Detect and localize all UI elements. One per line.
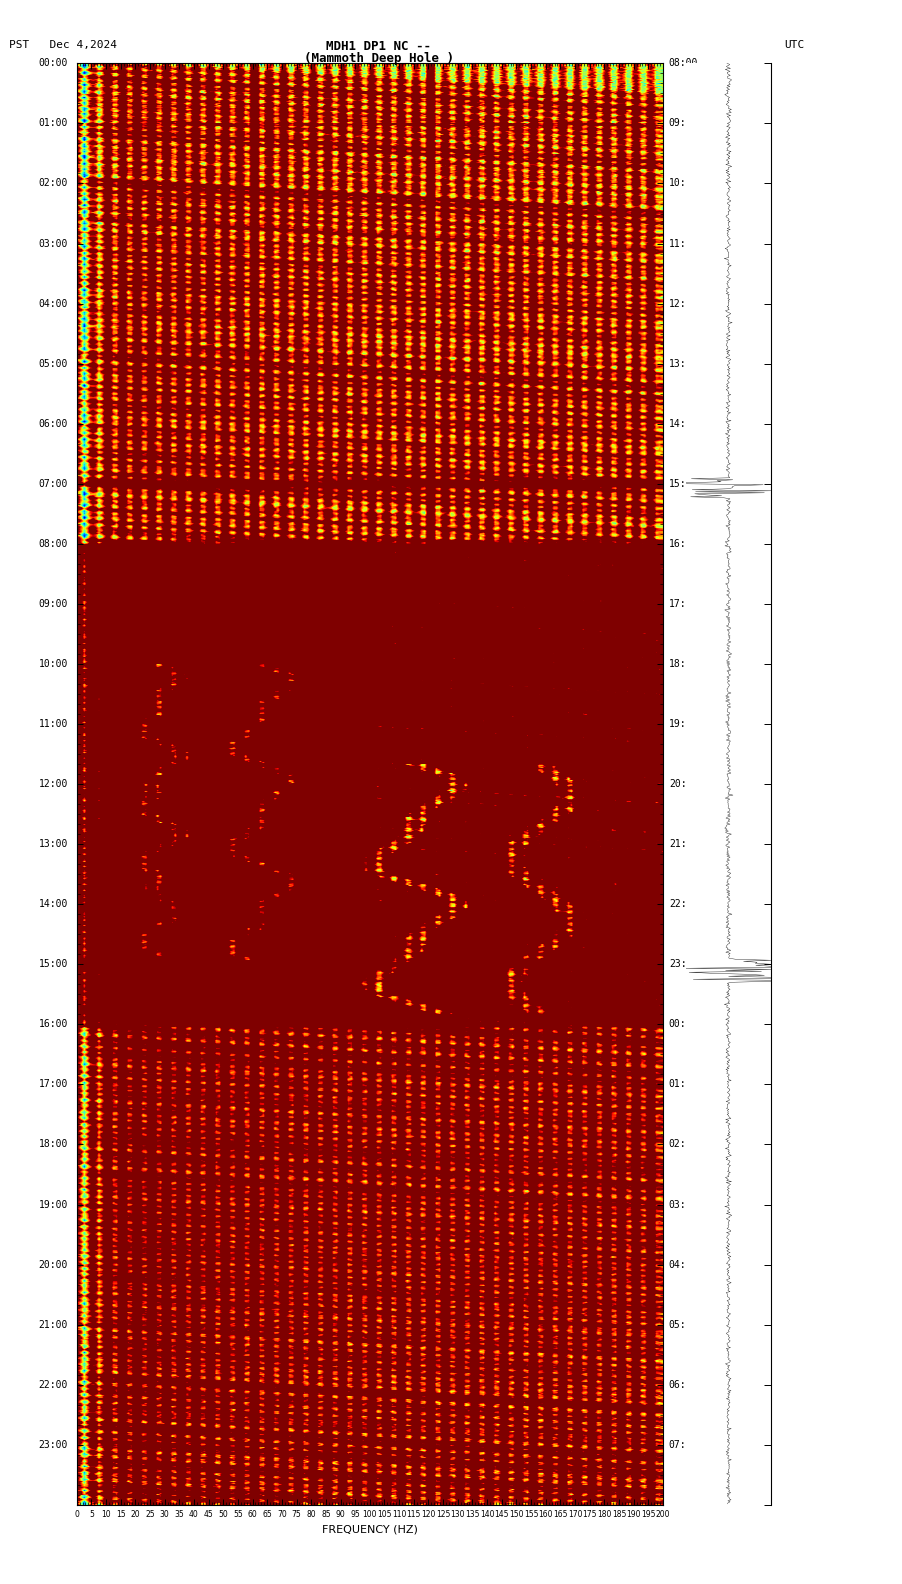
Text: 00:00: 00:00: [39, 59, 68, 68]
Text: 18:00: 18:00: [39, 1139, 68, 1150]
Text: 06:00: 06:00: [668, 1380, 698, 1389]
Text: 21:00: 21:00: [39, 1319, 68, 1329]
Text: 12:00: 12:00: [39, 779, 68, 789]
Text: 08:00: 08:00: [39, 539, 68, 548]
Text: 13:00: 13:00: [39, 840, 68, 849]
Text: 05:00: 05:00: [668, 1319, 698, 1329]
Text: 03:00: 03:00: [39, 239, 68, 249]
Text: UTC: UTC: [785, 40, 805, 49]
Text: 16:00: 16:00: [668, 539, 698, 548]
Text: 18:00: 18:00: [668, 659, 698, 668]
X-axis label: FREQUENCY (HZ): FREQUENCY (HZ): [322, 1524, 418, 1535]
Text: 12:00: 12:00: [668, 299, 698, 309]
Text: MDH1 DP1 NC --: MDH1 DP1 NC --: [327, 40, 431, 52]
Text: 16:00: 16:00: [39, 1020, 68, 1030]
Text: 14:00: 14:00: [39, 900, 68, 909]
Text: 08:00: 08:00: [668, 59, 698, 68]
Text: 01:00: 01:00: [39, 119, 68, 128]
Text: 17:00: 17:00: [39, 1079, 68, 1090]
Text: (Mammoth Deep Hole ): (Mammoth Deep Hole ): [304, 52, 454, 65]
Text: 09:00: 09:00: [39, 599, 68, 608]
Text: 00:00: 00:00: [668, 1020, 698, 1030]
Text: 10:00: 10:00: [668, 179, 698, 188]
Text: 21:00: 21:00: [668, 840, 698, 849]
Text: 20:00: 20:00: [668, 779, 698, 789]
Text: PST   Dec 4,2024: PST Dec 4,2024: [9, 40, 117, 49]
Text: 02:00: 02:00: [668, 1139, 698, 1150]
Text: 13:00: 13:00: [668, 358, 698, 369]
Text: 15:00: 15:00: [39, 960, 68, 969]
Text: 22:00: 22:00: [39, 1380, 68, 1389]
Text: 04:00: 04:00: [39, 299, 68, 309]
Text: 19:00: 19:00: [668, 719, 698, 729]
Text: 05:00: 05:00: [39, 358, 68, 369]
Text: 09:00: 09:00: [668, 119, 698, 128]
Text: 06:00: 06:00: [39, 418, 68, 429]
Text: 11:00: 11:00: [668, 239, 698, 249]
Text: 15:00: 15:00: [668, 478, 698, 489]
Text: 02:00: 02:00: [39, 179, 68, 188]
Text: 22:00: 22:00: [668, 900, 698, 909]
Text: 10:00: 10:00: [39, 659, 68, 668]
Text: 07:00: 07:00: [668, 1440, 698, 1449]
Text: 23:00: 23:00: [668, 960, 698, 969]
Text: 20:00: 20:00: [39, 1259, 68, 1269]
Text: 03:00: 03:00: [668, 1199, 698, 1210]
Text: 17:00: 17:00: [668, 599, 698, 608]
Text: 11:00: 11:00: [39, 719, 68, 729]
Text: 19:00: 19:00: [39, 1199, 68, 1210]
Text: 07:00: 07:00: [39, 478, 68, 489]
Text: 04:00: 04:00: [668, 1259, 698, 1269]
Text: 01:00: 01:00: [668, 1079, 698, 1090]
Text: 14:00: 14:00: [668, 418, 698, 429]
Text: 23:00: 23:00: [39, 1440, 68, 1449]
